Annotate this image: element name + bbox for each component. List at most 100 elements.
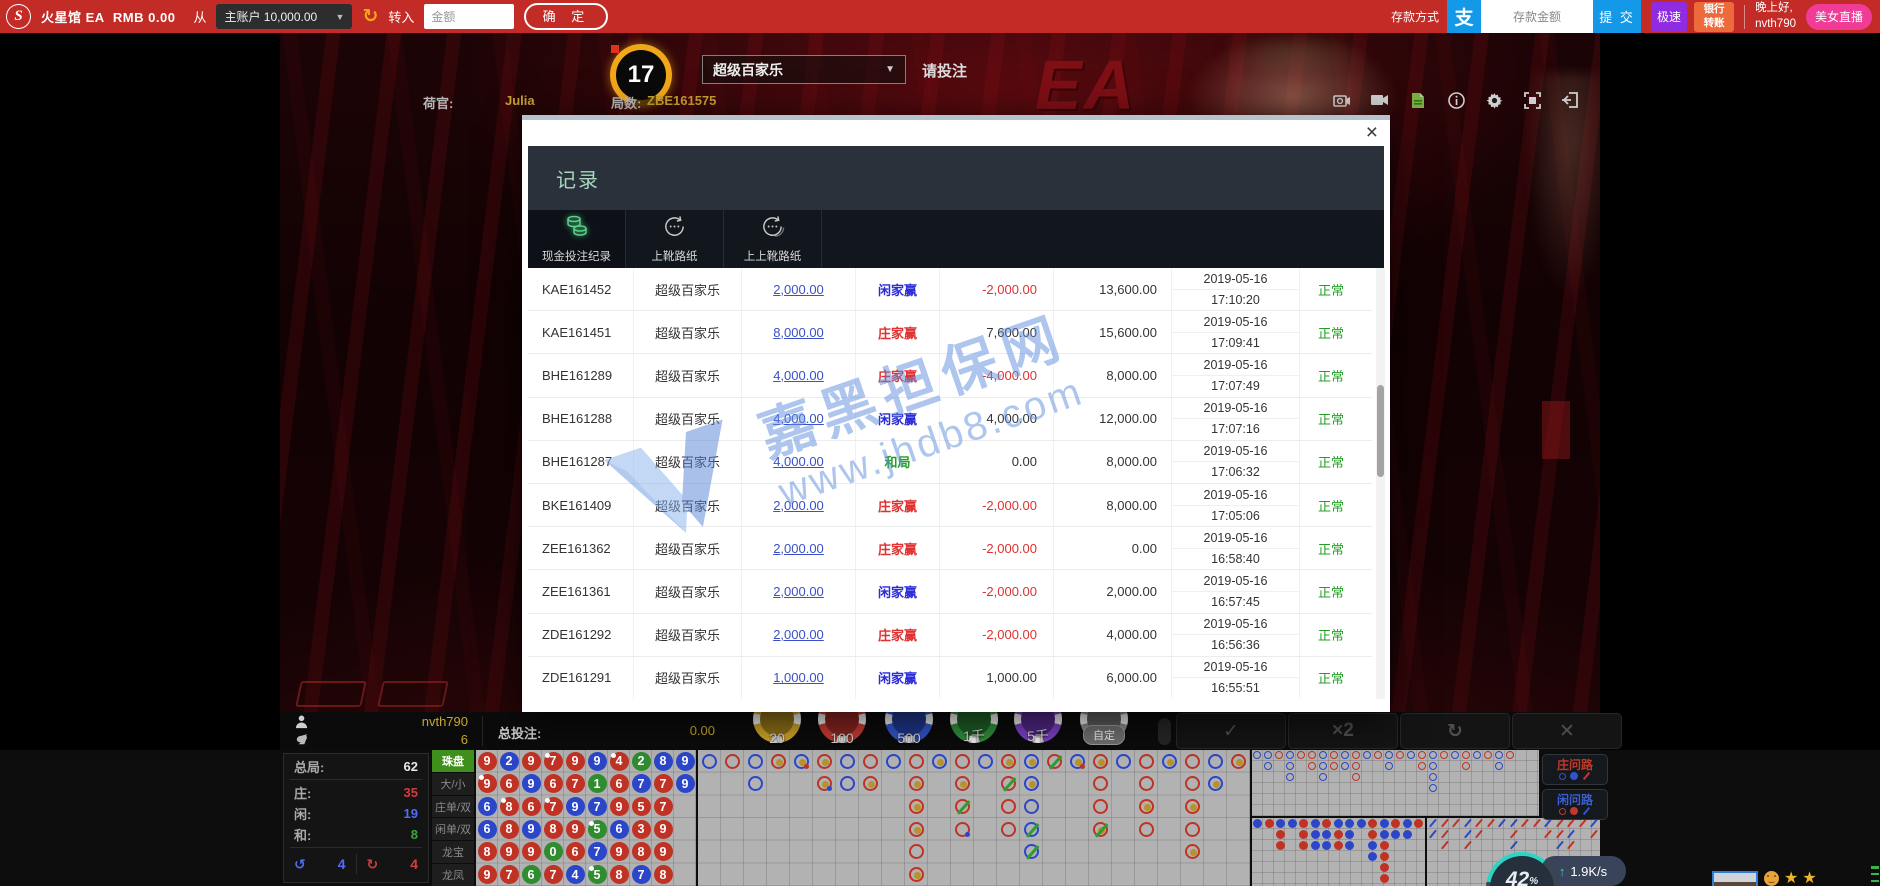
exit-icon[interactable] (1561, 91, 1579, 109)
coins-icon (564, 214, 590, 244)
big-road-cell (1115, 753, 1131, 769)
brand-logo-icon: S (6, 4, 31, 29)
cockroach-cell (1463, 829, 1472, 839)
record-bet-amount-link[interactable]: 2,000.00 (773, 627, 824, 643)
bead-cell: 6 (609, 774, 629, 794)
alipay-icon[interactable]: 支 (1447, 0, 1482, 33)
record-bet-amount-link[interactable]: 8,000.00 (773, 324, 824, 340)
big-eye-cell (1264, 819, 1274, 828)
small-road-cell (1451, 751, 1460, 760)
report-file-icon[interactable] (1409, 91, 1427, 109)
close-icon[interactable]: × (1365, 121, 1378, 144)
small-road-cell (1429, 751, 1438, 760)
big-road-cell (816, 776, 832, 792)
record-payout: -4,000.00 (940, 354, 1054, 397)
record-payout: -2,000.00 (940, 570, 1054, 613)
ask-banker-button[interactable]: 庄问路 (1542, 754, 1608, 785)
big-eye-cell (1333, 830, 1343, 839)
table-marker (1542, 401, 1570, 459)
tab-previous-shoe-road[interactable]: 上上靴路纸 (724, 210, 822, 268)
live-preview-thumbnail[interactable] (1712, 871, 1758, 886)
bet-prompt: 请投注 (922, 63, 968, 80)
record-bet-amount-link[interactable]: 4,000.00 (773, 367, 824, 383)
big-eye-cell (1345, 830, 1355, 839)
settings-gear-icon[interactable] (1485, 91, 1503, 109)
cockroach-cell (1463, 818, 1472, 828)
record-game: 超级百家乐 (634, 483, 742, 527)
corner-menu-icon[interactable] (1871, 866, 1879, 882)
road-menu-item[interactable]: 龙凤 (432, 864, 474, 886)
tab-cash-bet-records[interactable]: 现金投注纪录 (528, 210, 626, 268)
road-menu-item[interactable]: 龙宝 (432, 841, 474, 864)
record-id: ZDE161291 (528, 656, 634, 699)
bet-record-row: ZEE161361 超级百家乐 2,000.00 闲家赢 -2,000.00 2,000.… (528, 570, 1372, 614)
scrollbar-thumb[interactable] (1377, 385, 1384, 477)
rating-stars-icon[interactable]: ★★ (1784, 870, 1821, 886)
small-road-cell (1418, 762, 1427, 771)
express-deposit-button[interactable]: 极速 (1651, 1, 1688, 32)
small-road-cell (1286, 751, 1295, 760)
small-road-cell (1253, 751, 1262, 760)
record-result: 庄家赢 (856, 354, 940, 397)
bet-record-row: BHE161289 超级百家乐 4,000.00 庄家赢 -4,000.00 8,000.… (528, 354, 1372, 398)
bet-bar-username: nvth790 (421, 714, 468, 729)
road-menu-item[interactable]: 闲单/双 (432, 818, 474, 841)
transfer-amount-input[interactable] (424, 4, 515, 29)
small-road-cell (1341, 751, 1350, 760)
bead-cell: 6 (565, 842, 585, 862)
big-eye-cell (1402, 819, 1412, 828)
record-bet-amount-link[interactable]: 1,000.00 (773, 670, 824, 686)
deposit-submit-button[interactable]: 提 交 (1593, 0, 1642, 33)
fullscreen-icon[interactable] (1523, 91, 1541, 109)
info-icon[interactable] (1447, 91, 1465, 109)
video-icon[interactable] (1371, 91, 1389, 109)
bet-record-row: ZDE161291 超级百家乐 1,000.00 闲家赢 1,000.00 6,000.0… (528, 656, 1372, 699)
road-menu-item[interactable]: 庄单/双 (432, 795, 474, 818)
tab-current-shoe-road[interactable]: 上靴路纸 (626, 210, 724, 268)
chip-scroll-handle[interactable] (1158, 718, 1171, 745)
small-road-cell (1330, 751, 1339, 760)
account-select[interactable]: 主账户 10,000.00 ▼ (216, 4, 353, 29)
record-bet-amount-link[interactable]: 4,000.00 (773, 411, 824, 427)
bead-cell: 9 (565, 819, 585, 839)
bet-record-row: KAE161451 超级百家乐 8,000.00 庄家赢 7,600.00 15,600.… (528, 311, 1372, 355)
big-eye-cell (1368, 841, 1378, 850)
total-rounds-value: 62 (403, 759, 418, 774)
ask-player-button[interactable]: 闲问路 (1542, 789, 1608, 820)
big-road-cell (908, 866, 924, 882)
table-select[interactable]: 超级百家乐 ▼ (702, 55, 906, 84)
big-road-cell (1092, 821, 1108, 837)
cockroach-cell (1509, 840, 1518, 850)
record-bet-amount-link[interactable]: 2,000.00 (773, 497, 824, 513)
deposit-amount-input[interactable] (1481, 0, 1594, 33)
record-bet-amount-link[interactable]: 2,000.00 (773, 540, 824, 556)
record-bet-amount-link[interactable]: 2,000.00 (773, 583, 824, 599)
record-bet-amount-link[interactable]: 4,000.00 (773, 454, 824, 470)
big-eye-cell (1368, 830, 1378, 839)
bank-transfer-button[interactable]: 银行 转账 (1694, 1, 1735, 32)
repeat-bet-button[interactable]: ↻ (1400, 713, 1510, 749)
small-road-cell (1418, 751, 1427, 760)
refresh-icon[interactable]: ↻ (362, 6, 379, 27)
record-bet-amount-link[interactable]: 2,000.00 (773, 281, 824, 297)
road-menu-item[interactable]: 大/小 (432, 772, 474, 795)
snapshot-icon[interactable] (1333, 91, 1351, 109)
deposit-method-label: 存款方式 (1391, 10, 1440, 24)
confirm-bet-button[interactable]: ✓ (1176, 713, 1286, 749)
record-result: 庄家赢 (856, 483, 940, 527)
cockroach-cell (1451, 818, 1461, 828)
small-road-cell (1363, 751, 1372, 760)
modal-scrollbar[interactable] (1376, 268, 1385, 699)
cw-arrow-icon: ↻ (366, 855, 379, 872)
transfer-confirm-button[interactable]: 确 定 (524, 3, 609, 30)
small-road-cell (1308, 762, 1317, 771)
record-status: 正常 (1317, 325, 1344, 341)
road-menu-item[interactable]: 珠盘 (432, 750, 474, 772)
live-girls-button[interactable]: 美女直播 (1806, 3, 1872, 30)
double-bet-button[interactable]: ×2 (1288, 713, 1398, 749)
smiley-icon[interactable] (1764, 871, 1779, 886)
record-balance: 12,000.00 (1054, 397, 1172, 440)
cancel-bet-button[interactable]: ✕ (1512, 713, 1622, 749)
record-payout: 0.00 (940, 440, 1054, 483)
